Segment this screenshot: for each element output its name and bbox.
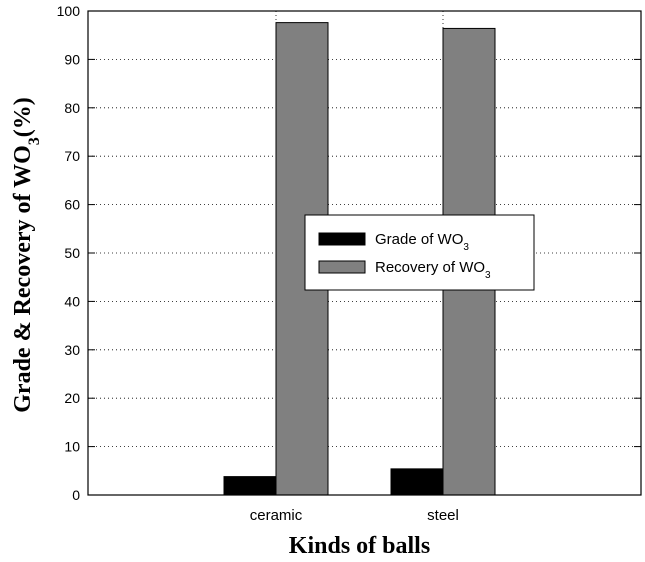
bar-1-0 xyxy=(390,468,444,496)
y-tick-label: 20 xyxy=(64,390,80,406)
y-axis-title: Grade & Recovery of WO3(%) xyxy=(10,97,43,412)
y-axis-ticks: 0 10 20 30 40 50 60 70 80 90 100 xyxy=(57,3,641,503)
legend-box xyxy=(304,214,535,291)
y-tick-label: 30 xyxy=(64,342,80,358)
y-tick-label: 50 xyxy=(64,245,80,261)
legend-swatch-recovery xyxy=(318,260,366,274)
legend-label-grade: Grade of WO3 xyxy=(375,231,469,253)
y-tick-label: 40 xyxy=(64,293,80,309)
y-tick-label: 10 xyxy=(64,439,80,455)
x-tick-label: ceramic xyxy=(250,507,303,524)
x-axis-ticks: ceramic steel xyxy=(250,488,459,524)
x-axis-title: Kinds of balls xyxy=(289,533,430,559)
y-tick-label: 100 xyxy=(57,3,81,19)
x-tick-label: steel xyxy=(427,507,459,524)
y-tick-label: 90 xyxy=(64,51,80,67)
bar-0-0 xyxy=(223,476,277,496)
y-tick-label: 0 xyxy=(72,487,80,503)
legend: Grade of WO3 Recovery of WO3 xyxy=(304,214,535,291)
y-tick-label: 80 xyxy=(64,100,80,116)
legend-swatch-grade xyxy=(318,232,366,246)
legend-label-recovery: Recovery of WO3 xyxy=(375,259,491,281)
y-tick-label: 60 xyxy=(64,197,80,213)
y-tick-label: 70 xyxy=(64,148,80,164)
